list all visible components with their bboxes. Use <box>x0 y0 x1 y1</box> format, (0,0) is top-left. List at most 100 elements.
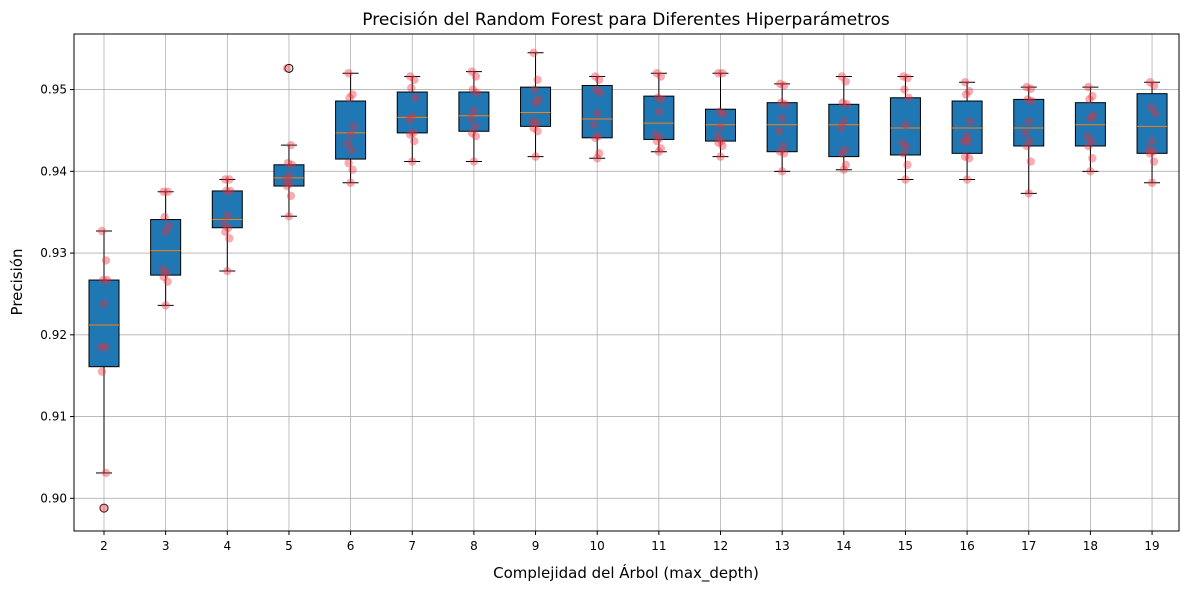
data-point <box>284 212 294 221</box>
chart-title: Precisión del Random Forest para Diferen… <box>362 10 890 30</box>
data-point <box>532 118 541 128</box>
data-point <box>344 69 353 78</box>
x-tick-label: 5 <box>285 539 293 553</box>
data-point <box>466 113 476 123</box>
data-point <box>96 342 106 352</box>
y-tick-label: 0.90 <box>40 491 67 505</box>
data-point <box>715 107 724 116</box>
data-point <box>1085 95 1094 104</box>
data-point <box>1088 91 1097 101</box>
x-tick-label: 3 <box>162 539 170 553</box>
x-tick-label: 18 <box>1083 539 1098 553</box>
data-point <box>595 149 604 158</box>
box-body <box>211 190 243 229</box>
data-point <box>1087 136 1096 146</box>
data-point <box>163 187 172 196</box>
data-point <box>899 72 908 81</box>
data-point <box>221 175 230 184</box>
box-group <box>1013 86 1045 194</box>
data-point <box>409 128 418 138</box>
data-point <box>160 212 169 222</box>
box-body <box>828 103 860 158</box>
x-tick-label: 11 <box>651 539 666 553</box>
data-point <box>1144 145 1154 154</box>
x-tick-label: 10 <box>590 539 605 553</box>
box-body <box>1013 98 1045 147</box>
data-point <box>469 106 479 116</box>
data-point <box>840 145 849 155</box>
data-point <box>1084 141 1093 151</box>
data-point <box>653 93 663 102</box>
data-point <box>283 158 293 168</box>
data-point <box>901 175 910 184</box>
data-point <box>903 73 912 83</box>
data-point <box>529 123 538 133</box>
box-group <box>951 81 983 181</box>
data-point <box>349 122 358 131</box>
data-point <box>223 211 232 220</box>
data-point <box>652 69 662 78</box>
data-point <box>651 130 661 139</box>
box-body <box>150 219 182 276</box>
data-point <box>718 141 727 151</box>
data-point <box>99 503 109 513</box>
data-point <box>777 167 787 176</box>
data-point <box>652 136 662 146</box>
box-group <box>396 76 428 163</box>
data-point <box>960 152 970 161</box>
data-point <box>902 142 911 152</box>
data-point <box>965 117 975 126</box>
x-tick-label: 6 <box>347 539 355 553</box>
box-body <box>951 100 983 154</box>
data-point <box>226 186 235 196</box>
x-tick-label: 16 <box>959 539 974 553</box>
data-point <box>839 117 848 126</box>
data-point <box>224 223 233 232</box>
data-point <box>159 272 168 281</box>
data-point <box>467 128 477 138</box>
x-tick-label: 17 <box>1021 539 1036 553</box>
data-point <box>898 138 907 147</box>
data-point <box>841 160 850 169</box>
data-point <box>411 93 420 102</box>
data-point <box>1083 131 1092 141</box>
data-point <box>839 165 848 174</box>
grid-lines <box>74 34 1179 531</box>
y-axis-label: Precisión <box>8 249 26 316</box>
data-point <box>348 90 357 99</box>
data-point <box>1024 117 1033 126</box>
data-point <box>223 266 232 276</box>
data-point <box>348 165 357 174</box>
data-point <box>471 72 481 81</box>
data-point <box>1022 82 1031 92</box>
data-point <box>1088 154 1097 163</box>
data-point <box>656 72 666 81</box>
data-point <box>531 152 540 161</box>
data-point <box>410 75 419 84</box>
x-tick-label: 19 <box>1144 539 1159 553</box>
data-point <box>346 178 355 187</box>
box-group <box>1136 81 1168 184</box>
data-point <box>287 160 297 169</box>
data-point <box>221 227 230 237</box>
data-point <box>220 219 229 228</box>
data-point <box>344 158 353 168</box>
data-point <box>593 109 602 118</box>
box-group <box>88 230 120 513</box>
data-point <box>591 133 600 143</box>
data-point <box>101 468 111 478</box>
x-tick-label: 4 <box>223 539 231 553</box>
data-point <box>343 139 352 148</box>
data-point <box>161 227 170 237</box>
data-point <box>964 87 974 96</box>
data-point <box>286 191 296 201</box>
data-point <box>1086 167 1095 176</box>
box-body <box>581 84 613 139</box>
data-point <box>716 152 725 161</box>
data-point <box>1084 82 1093 92</box>
data-point <box>284 171 294 180</box>
data-point <box>841 77 850 86</box>
x-tick-label: 9 <box>532 539 540 553</box>
data-point <box>774 127 784 136</box>
data-point <box>101 256 111 265</box>
